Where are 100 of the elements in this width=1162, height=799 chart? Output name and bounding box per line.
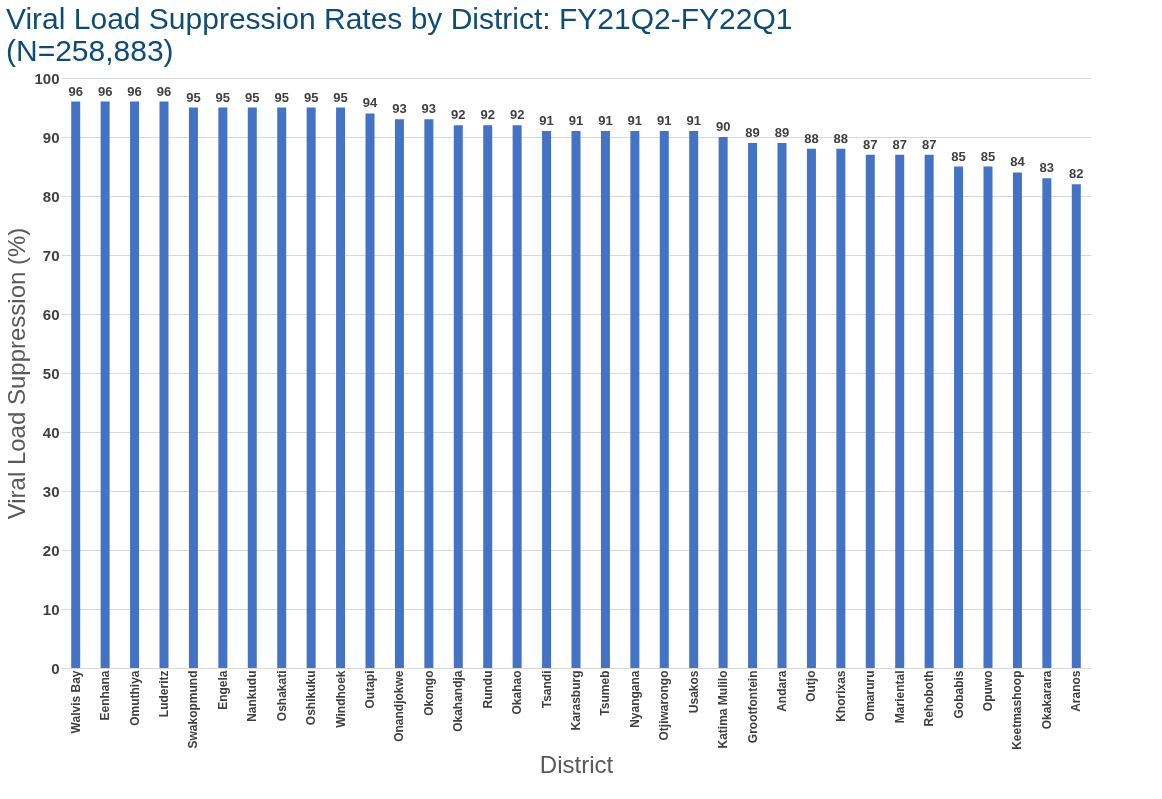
x-tick-label: Omuthiya: [127, 670, 142, 726]
data-label: 96: [68, 83, 83, 99]
y-tick-label: 100: [34, 69, 60, 87]
x-tick-label: Grootfontein: [745, 670, 760, 744]
x-tick-label: Katima Mulilo: [716, 670, 731, 749]
data-label: 89: [774, 124, 790, 140]
x-tick-label: Rundu: [480, 670, 495, 709]
text: (N=258,883): [5, 34, 174, 67]
x-tick-label: Okakarara: [1039, 670, 1054, 730]
data-label: 88: [804, 130, 819, 146]
y-tick-label: 10: [42, 600, 60, 618]
bar: [365, 113, 375, 668]
x-tick-label: Oshakati: [274, 670, 289, 722]
y-tick-label: 0: [51, 659, 60, 677]
bar: [336, 107, 346, 668]
data-label: 92: [480, 107, 495, 123]
data-label: 85: [980, 148, 996, 164]
x-tick-label: Oshikuku: [304, 670, 319, 726]
x-tick-label: Otjiwarongo: [657, 670, 672, 741]
text: Viral Load Suppression Rates by District: FY21Q2-FY22Q1: [5, 2, 793, 35]
data-label: 91: [627, 113, 643, 129]
bar: [1042, 178, 1052, 668]
bar: [306, 107, 316, 668]
bar: [954, 166, 964, 668]
data-label: 95: [274, 89, 289, 105]
bar: [924, 154, 934, 668]
x-tick-label: Eenhana: [98, 670, 113, 721]
y-tick-label: 50: [42, 364, 60, 382]
x-tick-label: Onandjokwe: [392, 670, 407, 742]
data-label: 95: [186, 89, 201, 105]
bar: [188, 107, 198, 668]
data-label: 92: [509, 107, 525, 123]
data-label: 91: [598, 113, 613, 129]
x-tick-label: Luderitz: [157, 670, 171, 718]
x-tick-label: Mariental: [892, 670, 907, 724]
data-label: 95: [245, 89, 260, 105]
x-tick-label: Tsandi: [539, 670, 554, 709]
bar: [659, 131, 669, 668]
x-tick-label: Outapi: [363, 670, 377, 709]
data-label: 96: [127, 83, 142, 99]
bar: [277, 107, 287, 668]
data-label: 82: [1069, 166, 1084, 182]
x-tick-label: Okahandja: [451, 670, 466, 732]
y-tick-label: 60: [42, 305, 60, 323]
x-tick-label: Andara: [775, 670, 789, 712]
bar: [836, 148, 846, 668]
x-tick-label: Gobabis: [951, 670, 966, 719]
data-label: 91: [657, 113, 672, 129]
data-label: 96: [156, 83, 172, 99]
data-label: 96: [97, 83, 113, 99]
bar: [600, 131, 610, 668]
data-label: 87: [921, 136, 937, 152]
bar: [453, 125, 463, 668]
x-tick-label: Rehoboth: [922, 670, 937, 727]
x-tick-label: Nankudu: [245, 670, 260, 722]
x-tick-label: Okahao: [510, 670, 525, 715]
bar: [100, 101, 110, 668]
data-label: 95: [333, 89, 348, 105]
y-tick-label: 40: [42, 423, 60, 441]
bar: [865, 154, 875, 668]
data-label: 88: [833, 130, 849, 146]
y-axis-title: Viral Load Suppression (%): [3, 227, 31, 520]
data-label: 93: [392, 101, 407, 117]
bar: [159, 101, 169, 668]
data-label: 95: [215, 89, 231, 105]
data-label: 84: [1010, 154, 1026, 170]
data-label: 91: [539, 113, 554, 129]
data-label: 85: [951, 148, 966, 164]
data-label: 94: [362, 95, 378, 111]
bar: [542, 131, 552, 668]
data-label: 95: [303, 89, 319, 105]
x-tick-label: Usakos: [686, 670, 701, 714]
x-tick-label: Karasburg: [569, 670, 583, 731]
data-label: 92: [451, 107, 466, 123]
bar: [512, 125, 522, 668]
x-tick-label: Outjo: [804, 670, 819, 702]
bar: [483, 125, 493, 668]
x-tick-label: Okongo: [421, 670, 436, 716]
bar: [218, 107, 228, 668]
bar: [806, 148, 816, 668]
bar: [689, 131, 699, 668]
x-tick-label: Walvis Bay: [68, 670, 83, 734]
y-tick-label: 70: [42, 246, 60, 264]
bar: [71, 101, 81, 668]
x-tick-label: Windhoek: [333, 670, 348, 728]
y-tick-label: 30: [42, 482, 60, 500]
data-label: 93: [421, 101, 437, 117]
x-tick-label: Aranos: [1069, 670, 1084, 712]
x-tick-label: Opuwo: [981, 670, 995, 712]
bar: [130, 101, 140, 668]
bar: [895, 154, 905, 668]
data-label: 90: [715, 119, 731, 134]
x-tick-label: Omaruru: [863, 670, 878, 722]
bar: [394, 119, 404, 668]
bar: [983, 166, 993, 668]
x-tick-label: Keetmashoop: [1010, 670, 1025, 750]
data-label: 87: [863, 136, 878, 152]
data-label: 91: [686, 113, 701, 129]
bar: [777, 142, 787, 668]
y-tick-label: 80: [42, 187, 60, 205]
